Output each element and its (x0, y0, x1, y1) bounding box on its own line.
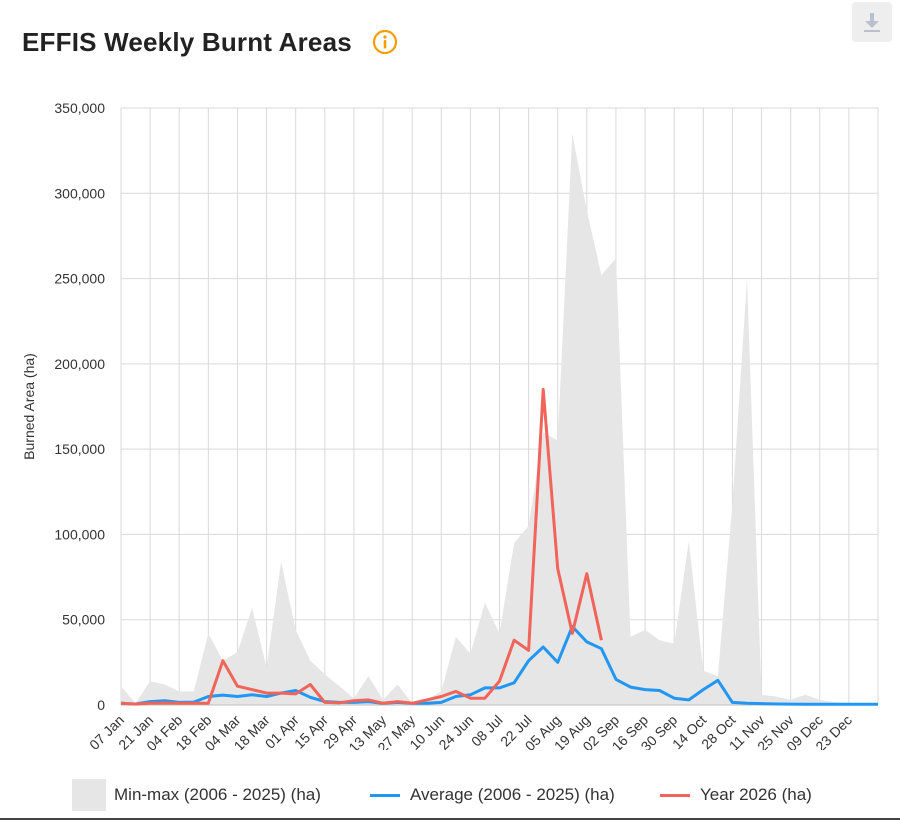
page-title: EFFIS Weekly Burnt Areas (22, 26, 352, 57)
y-tick-label: 50,000 (62, 612, 105, 628)
legend-label-year: Year 2026 (ha) (700, 785, 812, 804)
y-tick-label: 200,000 (54, 356, 105, 372)
legend-item-year[interactable]: Year 2026 (ha) (660, 772, 812, 818)
legend-swatch-average (370, 793, 400, 797)
average-line (120, 625, 878, 706)
legend-swatch-year (660, 793, 690, 797)
y-tick-label: 350,000 (54, 100, 105, 116)
legend-swatch-minmax (72, 779, 106, 811)
y-axis-title: Burned Area (ha) (21, 353, 37, 460)
info-circle-icon[interactable] (372, 29, 398, 55)
chart-legend: Min-max (2006 - 2025) (ha) Average (2006… (0, 772, 900, 818)
download-button[interactable] (852, 2, 892, 42)
minmax-area (121, 133, 878, 706)
y-tick-label: 150,000 (54, 441, 105, 457)
burnt-area-chart: 0 50,000 100,000 150,000 200,000 250,000 300,0… (21, 100, 879, 756)
y-tick-label: 100,000 (54, 526, 105, 542)
download-icon (864, 13, 880, 32)
legend-label-average: Average (2006 - 2025) (ha) (410, 785, 615, 804)
y-tick-label: 300,000 (54, 185, 105, 201)
bottom-divider (0, 818, 900, 820)
legend-label-minmax: Min-max (2006 - 2025) (ha) (114, 785, 321, 804)
chart-header: EFFIS Weekly Burnt Areas (22, 22, 398, 62)
legend-item-minmax[interactable]: Min-max (2006 - 2025) (ha) (72, 772, 321, 818)
year-2026-line (120, 387, 603, 706)
legend-item-average[interactable]: Average (2006 - 2025) (ha) (370, 772, 615, 818)
y-tick-label: 0 (97, 697, 105, 713)
x-tick-label: 08 Jul (468, 712, 506, 750)
chart-area: 0 50,000 100,000 150,000 200,000 250,000 300,0… (0, 80, 900, 756)
y-tick-label: 250,000 (54, 271, 105, 287)
